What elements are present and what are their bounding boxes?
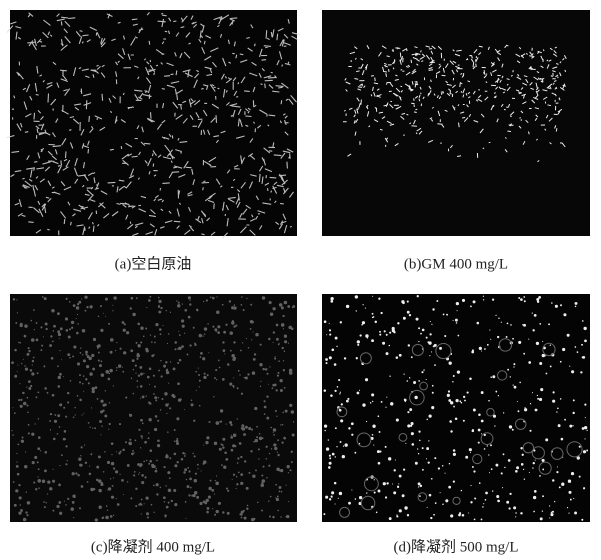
figure: (a)空白原油 (b)GM 400 mg/L (c)降凝剂 400 mg/L (… [0, 0, 601, 560]
page: {"panels": [ {"caption": "(a)空白原油"}, {"c… [0, 0, 601, 560]
micrograph-d [322, 294, 590, 522]
micrograph-b [322, 10, 590, 236]
caption: (c)降凝剂 400 mg/L [91, 538, 215, 555]
caption: (b)GM 400 mg/L [404, 256, 508, 272]
caption: (a)空白原油 [115, 255, 192, 272]
caption: (d)降凝剂 500 mg/L [394, 538, 519, 555]
micrograph-c [10, 294, 297, 522]
